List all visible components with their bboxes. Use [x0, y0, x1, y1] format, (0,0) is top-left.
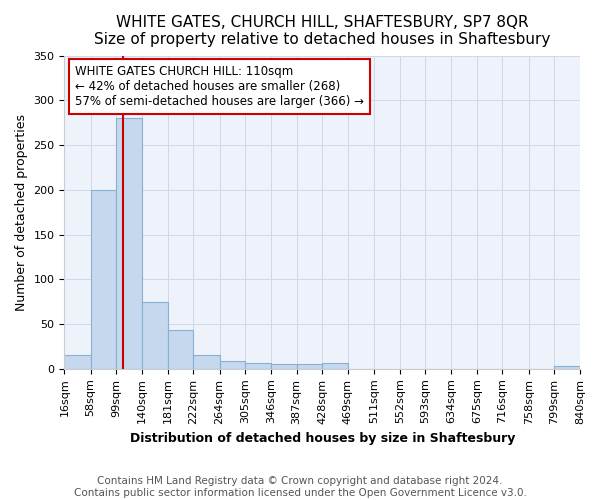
Bar	[91, 190, 116, 369]
Bar	[116, 118, 142, 369]
Bar	[554, 366, 580, 369]
Bar	[245, 364, 271, 369]
Bar	[220, 361, 245, 369]
Bar	[167, 330, 193, 369]
Bar	[193, 356, 220, 369]
Bar	[142, 302, 167, 369]
Bar	[296, 364, 322, 369]
Bar	[64, 356, 91, 369]
Text: Contains HM Land Registry data © Crown copyright and database right 2024.
Contai: Contains HM Land Registry data © Crown c…	[74, 476, 526, 498]
Y-axis label: Number of detached properties: Number of detached properties	[15, 114, 28, 310]
X-axis label: Distribution of detached houses by size in Shaftesbury: Distribution of detached houses by size …	[130, 432, 515, 445]
Text: WHITE GATES CHURCH HILL: 110sqm
← 42% of detached houses are smaller (268)
57% o: WHITE GATES CHURCH HILL: 110sqm ← 42% of…	[75, 65, 364, 108]
Bar	[271, 364, 296, 369]
Bar	[322, 364, 348, 369]
Title: WHITE GATES, CHURCH HILL, SHAFTESBURY, SP7 8QR
Size of property relative to deta: WHITE GATES, CHURCH HILL, SHAFTESBURY, S…	[94, 15, 550, 48]
